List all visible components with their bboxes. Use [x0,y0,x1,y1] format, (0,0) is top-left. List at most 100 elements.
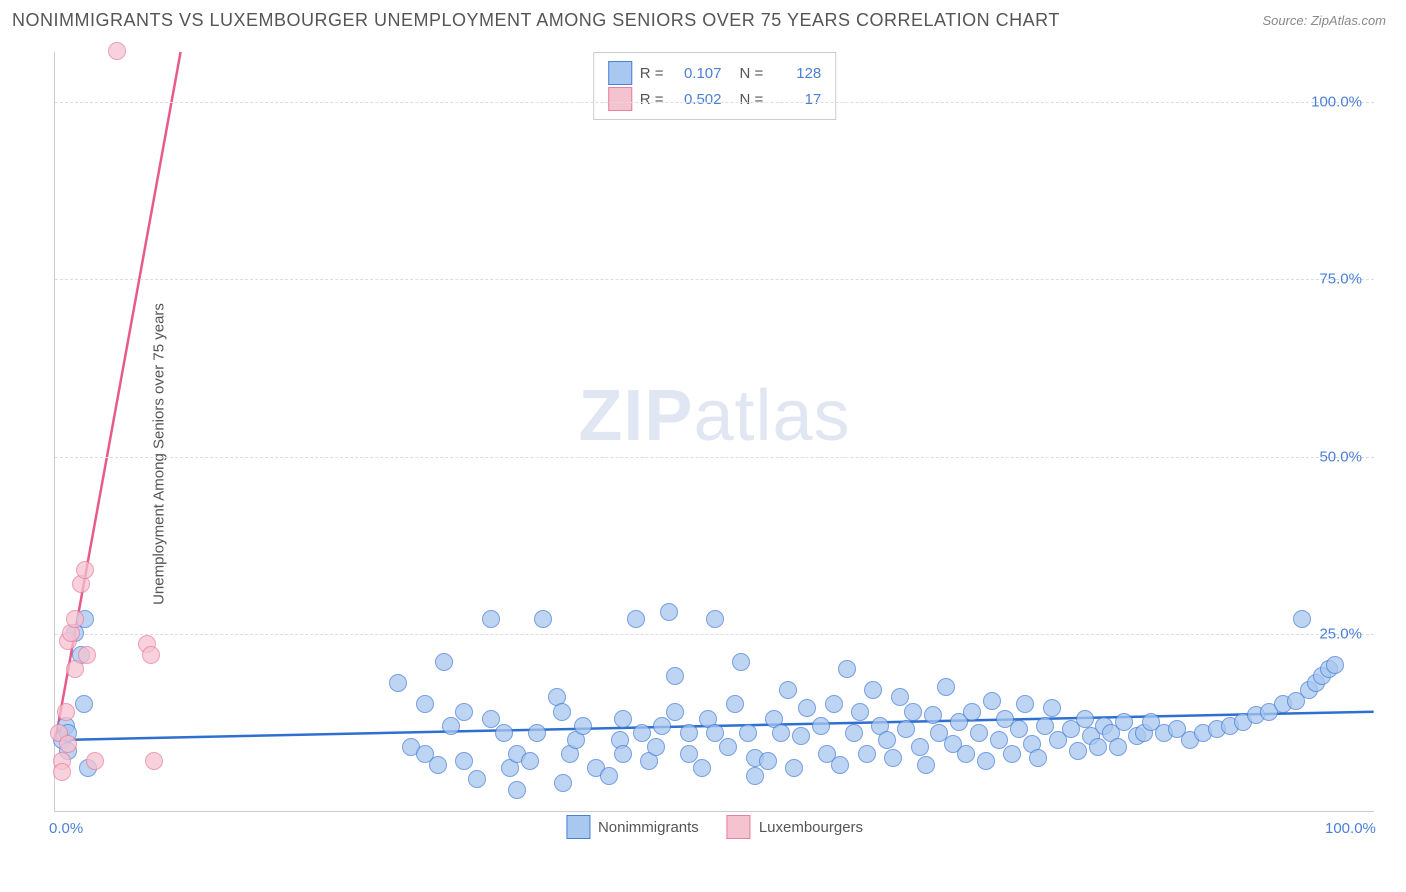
data-point [772,724,790,742]
data-point [897,720,915,738]
data-point [468,770,486,788]
data-point [1326,656,1344,674]
legend-item: Nonimmigrants [566,815,699,839]
data-point [482,610,500,628]
data-point [1003,745,1021,763]
y-tick-label: 100.0% [1311,93,1362,110]
data-point [1029,749,1047,767]
data-point [142,646,160,664]
y-tick-label: 25.0% [1319,626,1362,643]
data-point [482,710,500,728]
gridline [55,457,1374,458]
data-point [990,731,1008,749]
data-point [937,678,955,696]
data-point [838,660,856,678]
y-tick-label: 75.0% [1319,271,1362,288]
data-point [416,695,434,713]
data-point [442,717,460,735]
data-point [831,756,849,774]
data-point [884,749,902,767]
gridline [55,102,1374,103]
legend-swatch [608,87,632,111]
data-point [66,660,84,678]
data-point [739,724,757,742]
data-point [917,756,935,774]
data-point [660,603,678,621]
data-point [693,759,711,777]
data-point [957,745,975,763]
data-point [521,752,539,770]
data-point [528,724,546,742]
data-point [666,703,684,721]
data-point [878,731,896,749]
data-point [66,610,84,628]
correlation-legend: R =0.107N =128R =0.502N =17 [593,52,837,120]
legend-item: Luxembourgers [727,815,863,839]
data-point [719,738,737,756]
data-point [963,703,981,721]
data-point [435,653,453,671]
data-point [78,646,96,664]
data-point [108,42,126,60]
data-point [57,703,75,721]
data-point [1010,720,1028,738]
data-point [53,763,71,781]
data-point [508,781,526,799]
data-point [76,561,94,579]
chart-header: NONIMMIGRANTS VS LUXEMBOURGER UNEMPLOYME… [0,0,1406,37]
series-legend: Nonimmigrants Luxembourgers [566,815,863,839]
x-tick-label: 100.0% [1325,820,1376,837]
data-point [812,717,830,735]
data-point [680,745,698,763]
data-point [851,703,869,721]
data-point [825,695,843,713]
data-point [798,699,816,717]
data-point [1293,610,1311,628]
data-point [970,724,988,742]
data-point [59,735,77,753]
data-point [911,738,929,756]
x-tick-label: 0.0% [49,820,83,837]
chart-source: Source: ZipAtlas.com [1262,13,1386,28]
data-point [904,703,922,721]
data-point [1069,742,1087,760]
watermark: ZIPatlas [578,375,850,457]
legend-swatch [608,61,632,85]
data-point [706,724,724,742]
data-point [455,703,473,721]
data-point [633,724,651,742]
data-point [732,653,750,671]
gridline [55,279,1374,280]
data-point [614,745,632,763]
data-point [864,681,882,699]
data-point [726,695,744,713]
data-point [924,706,942,724]
data-point [554,774,572,792]
data-point [1076,710,1094,728]
data-point [534,610,552,628]
data-point [389,674,407,692]
data-point [627,610,645,628]
data-point [706,610,724,628]
data-point [647,738,665,756]
data-point [759,752,777,770]
data-point [1016,695,1034,713]
data-point [86,752,104,770]
data-point [983,692,1001,710]
data-point [1109,738,1127,756]
data-point [845,724,863,742]
data-point [553,703,571,721]
legend-swatch [727,815,751,839]
data-point [614,710,632,728]
data-point [666,667,684,685]
data-point [1043,699,1061,717]
data-point [145,752,163,770]
data-point [495,724,513,742]
data-point [680,724,698,742]
plot-area: ZIPatlas R =0.107N =128R =0.502N =17 Non… [54,52,1374,812]
data-point [785,759,803,777]
data-point [779,681,797,699]
data-point [75,695,93,713]
data-point [1089,738,1107,756]
data-point [1115,713,1133,731]
